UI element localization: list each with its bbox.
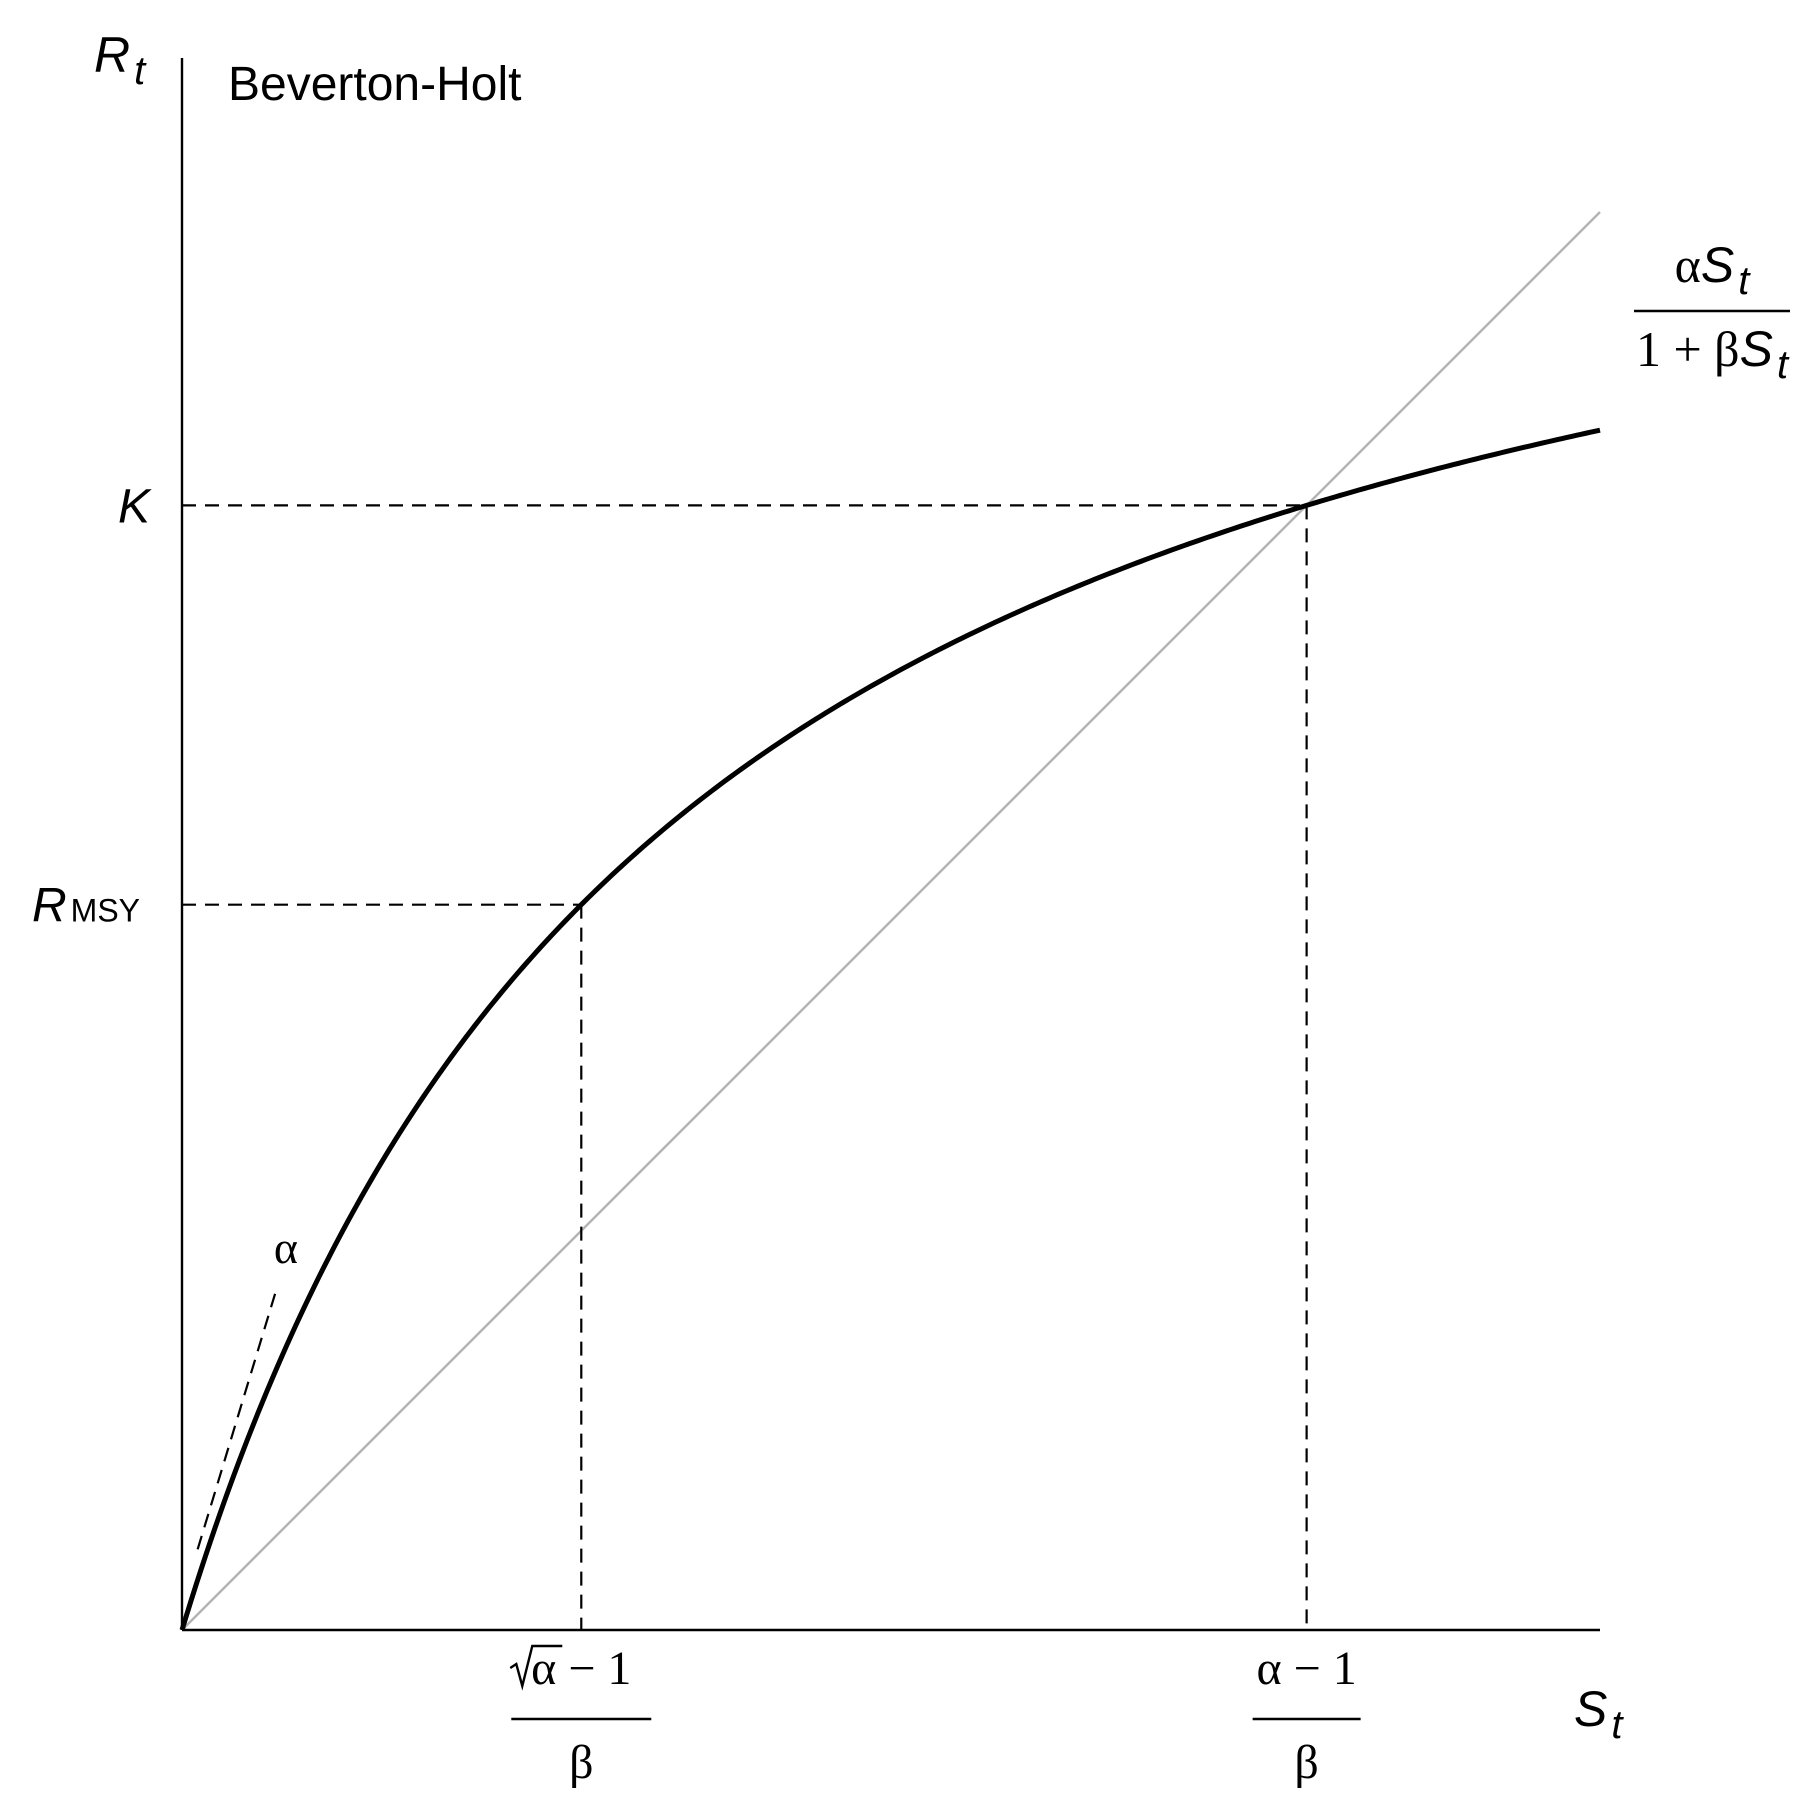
replacement-line <box>182 212 1600 1630</box>
curve-formula: αS t 1 + βS t <box>1634 237 1790 387</box>
equilibrium-numerator: α − 1 <box>1257 1642 1357 1695</box>
k-label: K <box>118 480 152 533</box>
formula-numerator: αS t <box>1675 237 1752 303</box>
beverton-holt-curve <box>182 430 1600 1630</box>
equilibrium-label: α − 1 β <box>1253 1642 1361 1789</box>
formula-denominator: 1 + βS t <box>1636 321 1790 387</box>
initial-slope-line <box>198 1291 276 1549</box>
slope-label: α <box>274 1222 298 1273</box>
smsy-numerator: α − 1 <box>531 1642 631 1695</box>
chart-title: Beverton-Holt <box>228 58 521 111</box>
rmsy-label: R MSY <box>32 880 140 933</box>
smsy-label: α − 1 β <box>510 1642 651 1789</box>
equilibrium-denominator: β <box>1294 1736 1318 1789</box>
smsy-denominator: β <box>569 1736 593 1789</box>
